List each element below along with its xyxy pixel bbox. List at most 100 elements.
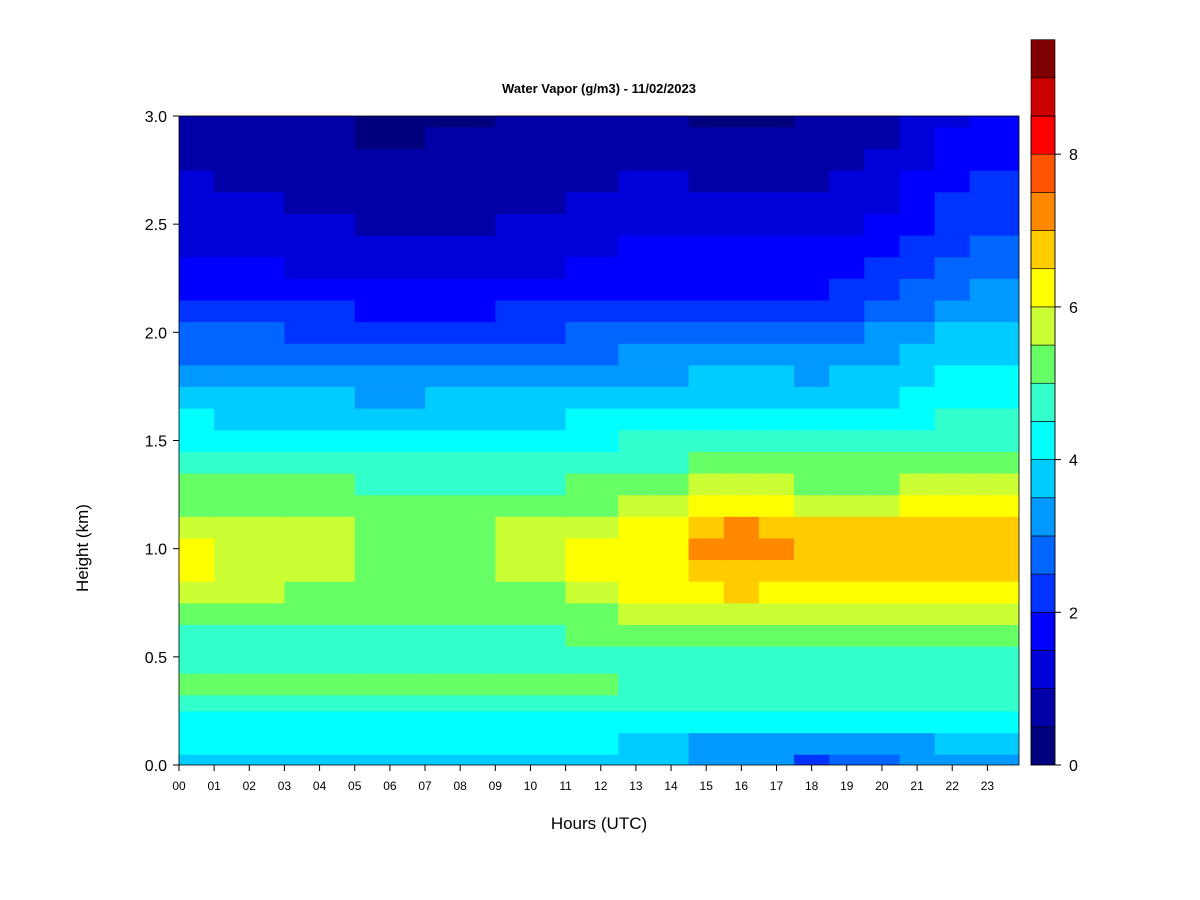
heatmap-cell [214,694,286,712]
heatmap-cell [284,170,356,193]
heatmap-cell [1003,559,1019,582]
heatmap-cell [899,673,936,696]
heatmap-cell [758,126,795,150]
heatmap-cell [565,278,619,301]
heatmap-cell [214,646,286,674]
heatmap-cell [284,191,356,214]
heatmap-cell [969,126,1004,150]
heatmap-cell [565,386,619,409]
colorbar-swatch [1030,535,1056,575]
heatmap-cell [284,559,356,582]
heatmap-cell [723,624,760,647]
heatmap-cell [899,451,936,474]
heatmap-cell [969,321,1004,344]
heatmap-cell [179,126,215,150]
heatmap-cell [214,234,286,258]
heatmap-cell [214,472,286,496]
heatmap-cell [618,256,655,279]
heatmap-cell [354,321,426,344]
heatmap-cell [758,710,795,734]
heatmap-cell [899,732,936,755]
heatmap-cell [495,673,567,696]
heatmap-cell [354,343,426,366]
heatmap-cell [794,710,830,734]
heatmap-cell [794,408,830,431]
heatmap-cell [354,646,426,674]
y-tick-label: 0.5 [145,650,167,667]
heatmap-cell [618,673,655,696]
heatmap-cell [829,364,865,388]
heatmap-cell [969,472,1004,496]
heatmap-cell [969,673,1004,696]
heatmap-cell [565,710,619,734]
heatmap-cell [758,116,795,128]
heatmap-cell [179,732,215,755]
heatmap-cell [969,234,1004,258]
heatmap-cell [653,213,690,236]
heatmap-cell [934,343,971,366]
heatmap-cell [794,451,830,474]
heatmap-cell [653,299,690,323]
heatmap-cell [1003,116,1019,128]
heatmap-cell [214,581,286,604]
x-tick-label: 03 [278,779,292,793]
heatmap-cell [829,494,865,517]
heatmap-cell [495,494,567,517]
heatmap-cell [829,170,865,193]
heatmap-cell [565,602,619,625]
heatmap-cell [899,472,936,496]
heatmap-cell [565,213,619,236]
heatmap-cell [758,364,795,388]
heatmap-cell [934,386,971,409]
heatmap-cell [688,364,725,388]
heatmap-cell [214,451,286,474]
heatmap-cell [899,559,936,582]
heatmap-cell [934,299,971,323]
heatmap-cell [425,148,496,171]
heatmap-cell [688,516,725,539]
heatmap-cell [934,624,971,647]
x-tick-label: 19 [840,779,854,793]
heatmap-cell [794,581,830,604]
heatmap-cell [969,191,1004,214]
heatmap-cell [969,408,1004,431]
heatmap-cell [934,364,971,388]
heatmap-cell [284,624,356,647]
heatmap-cell [618,516,655,539]
heatmap-cell [969,299,1004,323]
heatmap-cell [934,646,971,674]
heatmap-cell [214,516,286,539]
heatmap-cell [565,299,619,323]
heatmap-cell [565,148,619,171]
heatmap-cell [495,321,567,344]
heatmap-cell [284,694,356,712]
heatmap-cell [829,559,865,582]
x-tick-label: 20 [875,779,889,793]
heatmap-cell [829,537,865,561]
heatmap-cell [214,602,286,625]
heatmap-cell [425,673,496,696]
heatmap-cell [354,602,426,625]
heatmap-cell [723,191,760,214]
heatmap-cell [899,646,936,674]
heatmap-cell [653,170,690,193]
x-tick-label: 09 [489,779,503,793]
heatmap-cell [618,126,655,150]
heatmap-cell [425,386,496,409]
heatmap-cell [899,364,936,388]
heatmap-cell [495,170,567,193]
heatmap-cell [354,559,426,582]
heatmap-cell [618,116,655,128]
heatmap-cell [934,754,971,765]
heatmap-cell [179,321,215,344]
heatmap-cell [934,126,971,150]
heatmap-cell [1003,343,1019,366]
heatmap-cell [653,126,690,150]
heatmap-cell [618,278,655,301]
heatmap-cell [565,516,619,539]
heatmap-cell [864,451,901,474]
heatmap-cell [495,602,567,625]
heatmap-cell [723,148,760,171]
heatmap-cell [565,754,619,765]
heatmap-cell [934,559,971,582]
